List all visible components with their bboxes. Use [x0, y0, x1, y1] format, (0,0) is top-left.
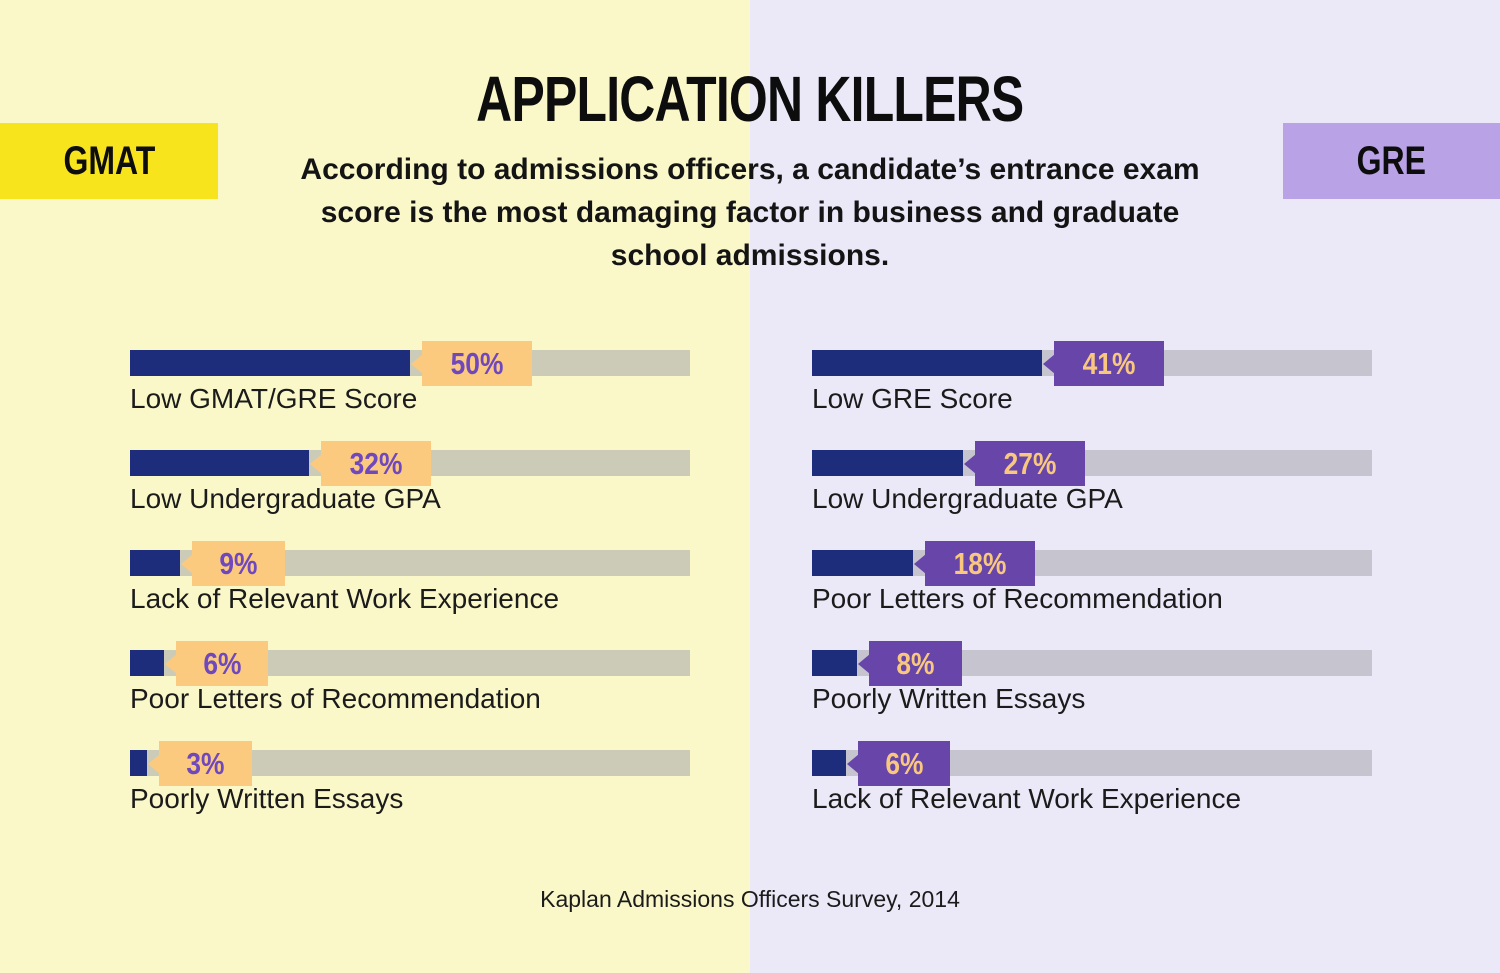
bar-label: Low Undergraduate GPA — [812, 483, 1123, 514]
value-badge: 3% — [158, 741, 252, 786]
page-title-text: APPLICATION KILLERS — [476, 63, 1024, 135]
bar-track: 6% — [130, 641, 690, 686]
value-badge: 27% — [975, 441, 1086, 486]
gmat-badge-label: GMAT — [63, 138, 155, 183]
page-subtitle: According to admissions officers, a cand… — [300, 153, 1200, 272]
bar-track: 41% — [812, 341, 1372, 386]
bar-fill — [812, 550, 913, 576]
value-badge-text: 6% — [202, 646, 242, 681]
bar-fill — [812, 450, 964, 476]
bar-label: Lack of Relevant Work Experience — [130, 583, 560, 614]
value-badge-text: 50% — [450, 346, 504, 381]
bar-fill — [812, 750, 846, 776]
bar-fill — [130, 550, 181, 576]
value-badge-text: 41% — [1082, 346, 1135, 381]
value-badge: 32% — [321, 441, 432, 486]
bar-label: Low Undergraduate GPA — [130, 483, 441, 514]
bar-row: 6% Lack of Relevant Work Experience — [812, 741, 1372, 850]
value-badge: 8% — [868, 641, 962, 686]
value-badge: 6% — [175, 641, 269, 686]
value-badge-text: 3% — [186, 746, 225, 781]
bar-label: Low GRE Score — [812, 383, 1013, 414]
bar-track: 32% — [130, 441, 690, 486]
value-badge-text: 6% — [884, 746, 924, 781]
bar-row: 27% Low Undergraduate GPA — [812, 441, 1372, 550]
value-badge: 41% — [1053, 341, 1164, 386]
bar-row: 8% Poorly Written Essays — [812, 641, 1372, 750]
page-title: APPLICATION KILLERS — [0, 62, 1500, 136]
bar-fill — [130, 450, 310, 476]
bar-fill — [130, 350, 410, 376]
bar-track: 18% — [812, 541, 1372, 586]
value-badge-text: 8% — [896, 646, 935, 681]
bar-track: 8% — [812, 641, 1372, 686]
bar-label: Poor Letters of Recommendation — [812, 583, 1223, 614]
bar-track: 50% — [130, 341, 690, 386]
bar-fill — [130, 650, 164, 676]
bar-row: 3% Poorly Written Essays — [130, 741, 690, 850]
value-badge: 18% — [924, 541, 1035, 586]
value-badge-text: 27% — [1003, 446, 1057, 481]
bar-row: 41% Low GRE Score — [812, 341, 1372, 450]
bar-row: 9% Lack of Relevant Work Experience — [130, 541, 690, 650]
value-badge-text: 9% — [219, 546, 258, 581]
bar-row: 32% Low Undergraduate GPA — [130, 441, 690, 550]
bar-fill — [812, 650, 857, 676]
gre-badge-label: GRE — [1356, 138, 1427, 183]
value-badge: 9% — [192, 541, 286, 586]
bar-label: Low GMAT/GRE Score — [130, 383, 418, 414]
bar-label: Lack of Relevant Work Experience — [812, 783, 1242, 814]
gmat-bar-chart: 50% Low GMAT/GRE Score 32% Low Undergrad… — [130, 341, 690, 850]
bar-track: 3% — [130, 741, 690, 786]
bar-fill — [130, 750, 147, 776]
value-badge: 6% — [857, 741, 951, 786]
gre-bar-chart: 41% Low GRE Score 27% Low Undergraduate … — [812, 341, 1372, 850]
bar-track: 27% — [812, 441, 1372, 486]
value-badge-text: 32% — [349, 446, 403, 481]
gre-badge: GRE — [1283, 123, 1500, 199]
bar-label: Poor Letters of Recommendation — [130, 683, 541, 714]
value-badge: 50% — [422, 341, 533, 386]
bar-label: Poorly Written Essays — [812, 683, 1086, 714]
bar-track: 9% — [130, 541, 690, 586]
bar-row: 6% Poor Letters of Recommendation — [130, 641, 690, 750]
source-citation: Kaplan Admissions Officers Survey, 2014 — [540, 886, 960, 912]
bar-label: Poorly Written Essays — [130, 783, 404, 814]
bar-row: 18% Poor Letters of Recommendation — [812, 541, 1372, 650]
value-badge-text: 18% — [953, 546, 1007, 581]
gmat-badge: GMAT — [0, 123, 218, 199]
bar-track: 6% — [812, 741, 1372, 786]
bar-fill — [812, 350, 1042, 376]
bar-row: 50% Low GMAT/GRE Score — [130, 341, 690, 450]
